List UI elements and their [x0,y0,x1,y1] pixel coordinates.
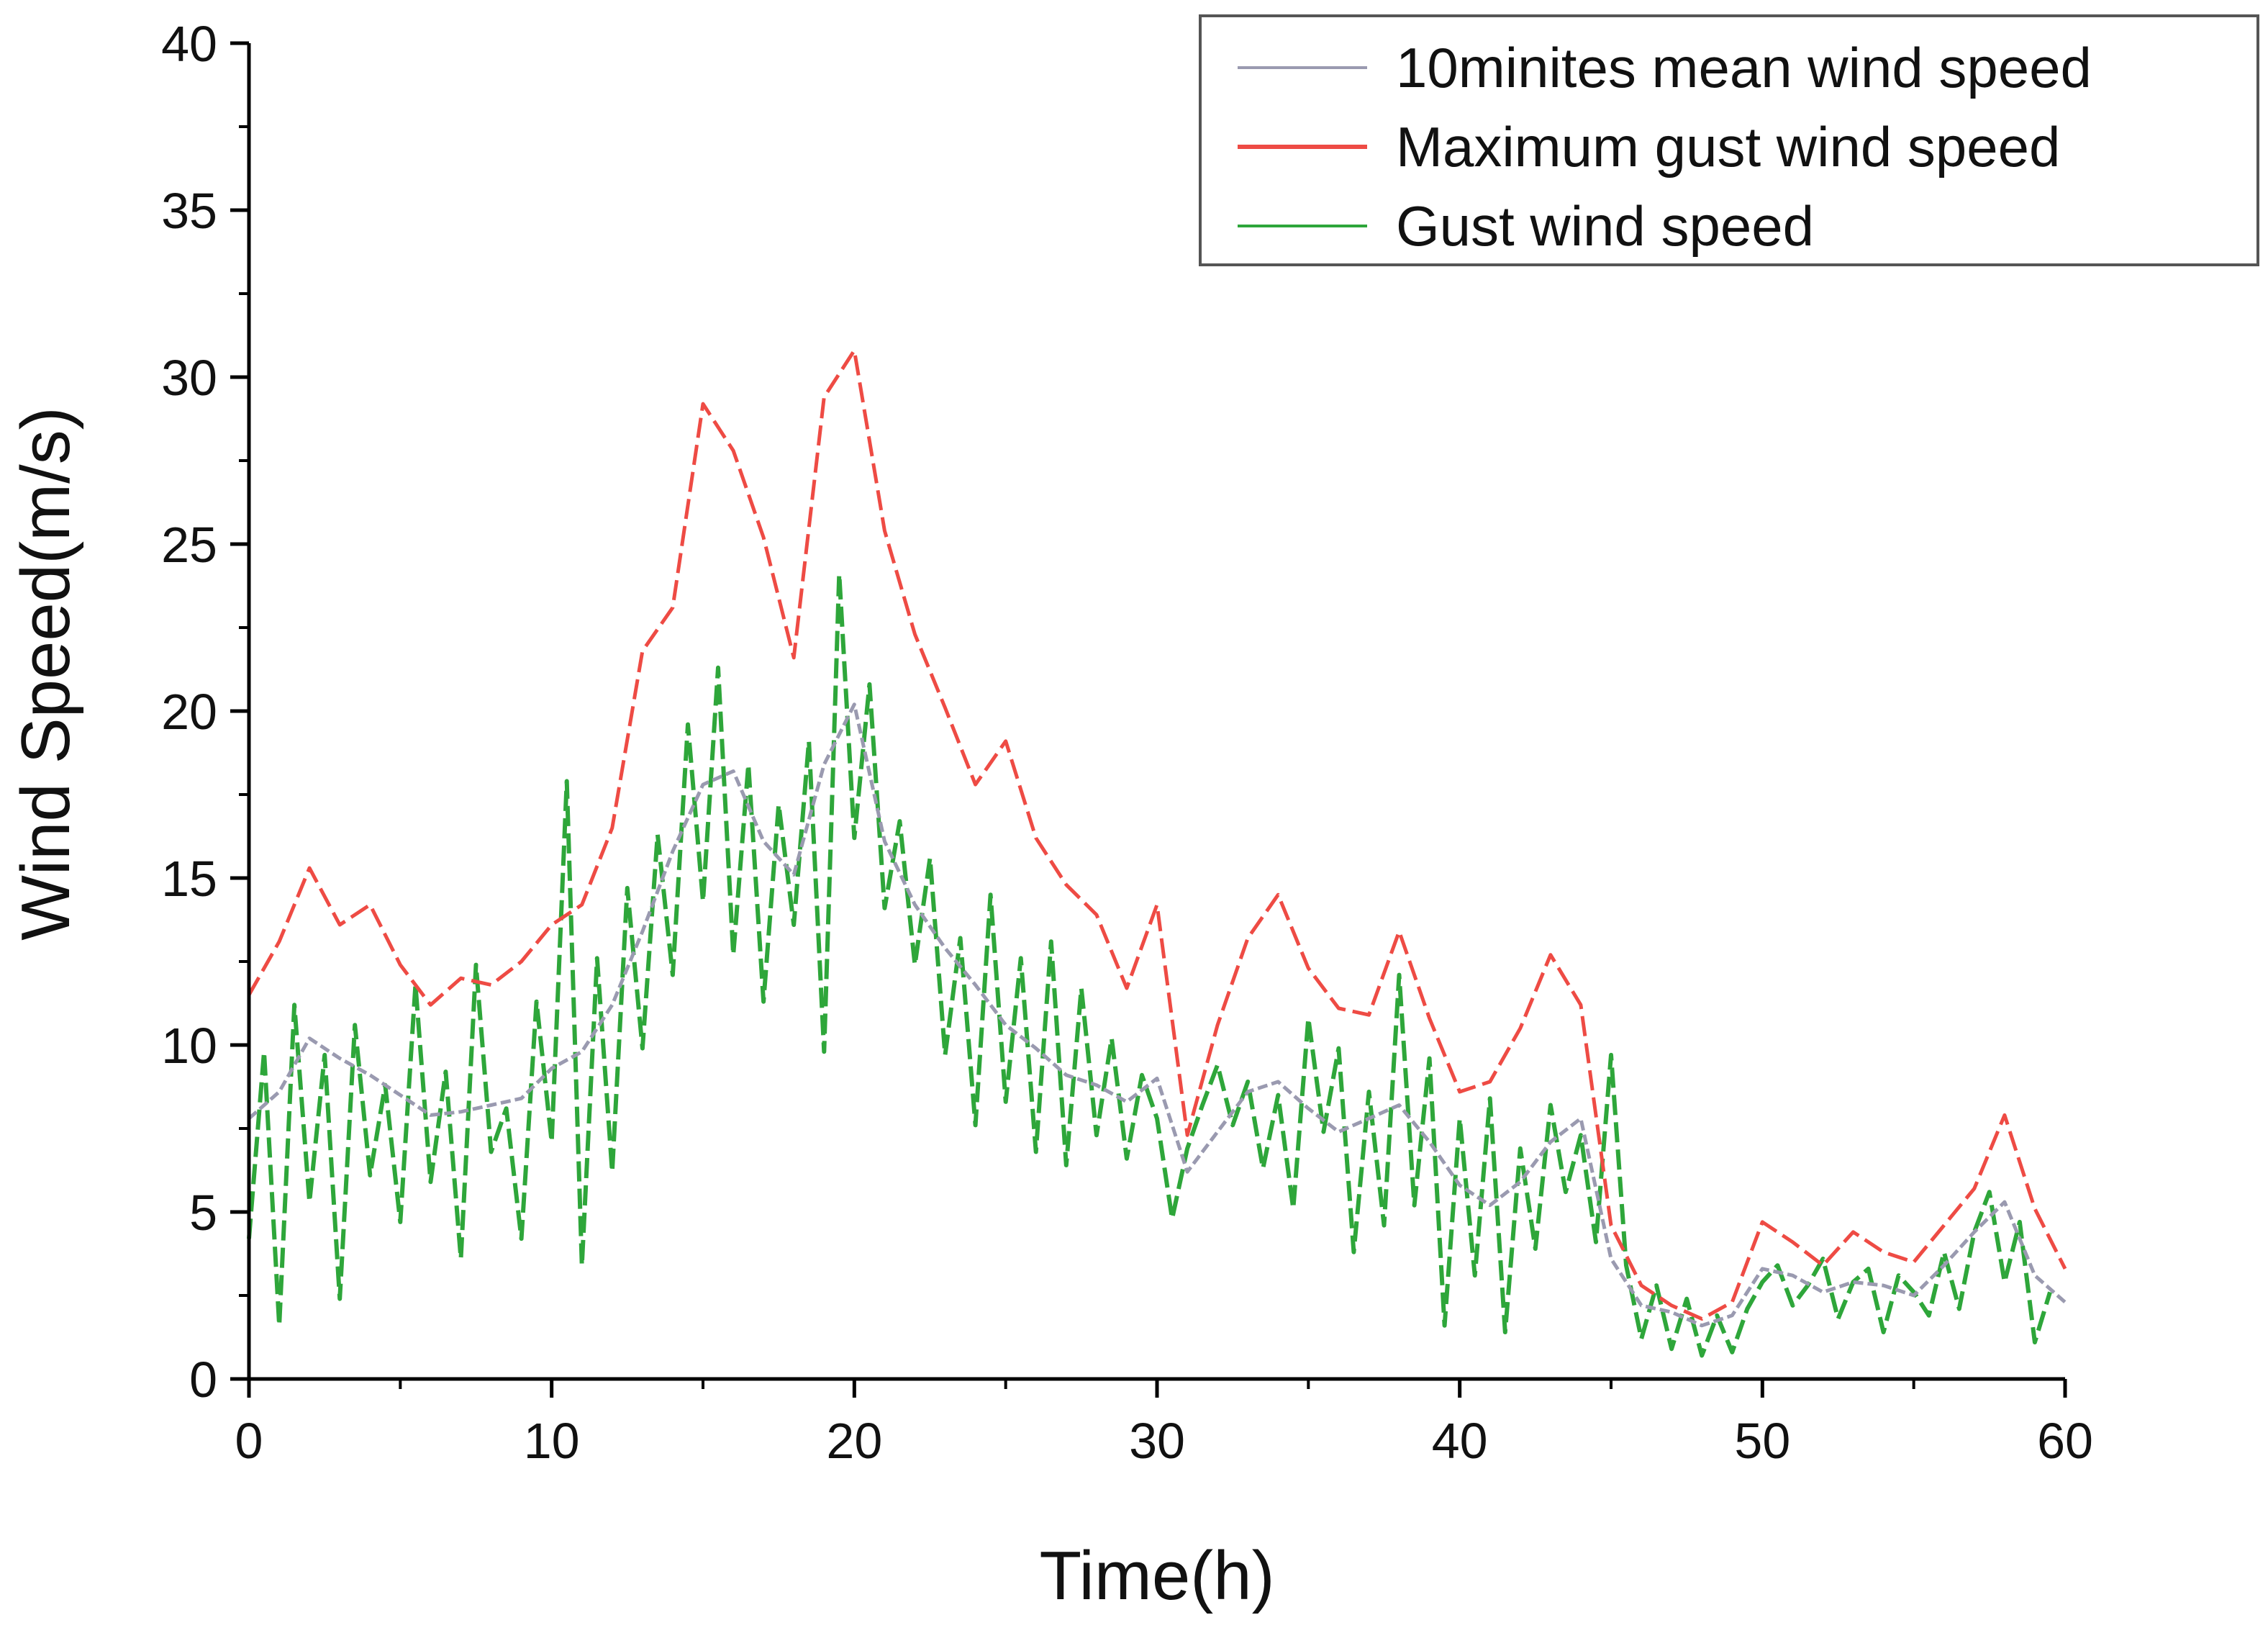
legend-label-maximum-gust-wind-speed: Maximum gust wind speed [1396,115,2060,178]
y-tick-label: 10 [161,1018,217,1074]
legend-box [1199,14,2259,266]
legend-label-10minites-mean-wind-speed: 10minites mean wind speed [1396,36,2092,99]
x-tick-label: 50 [1734,1413,1790,1469]
series-layer [247,348,2067,1358]
y-tick-label: 5 [189,1185,217,1241]
y-tick-label: 25 [161,517,217,573]
y-axis-title: Wind Speed(m/s) [7,407,84,941]
x-axis-title: Time(h) [1039,1537,1274,1614]
series-line-10minites-mean-wind-speed [248,702,2067,1328]
y-tick-label: 0 [189,1352,217,1408]
series-line-gust-wind-speed [247,571,2052,1358]
x-tick-label: 30 [1129,1413,1185,1469]
y-tick-label: 20 [161,684,217,740]
x-tick-label: 60 [2037,1413,2093,1469]
x-tick-label: 40 [1432,1413,1488,1469]
legend-label-gust-wind-speed: Gust wind speed [1396,194,1814,258]
y-tick-label: 30 [161,350,217,406]
legend: 10minites mean wind speed Maximum gust wi… [1199,14,2259,266]
y-tick-label: 35 [161,183,217,239]
y-tick-label: 40 [161,16,217,72]
x-tick-label: 10 [524,1413,580,1469]
x-tick-label: 20 [826,1413,882,1469]
series-line-maximum-gust-wind-speed [247,348,2067,1321]
y-tick-label: 15 [161,851,217,907]
ticks-layer: 0 5 10 15 20 25 30 35 40 0 10 20 30 40 50 60 [161,16,2093,1469]
x-tick-label: 0 [235,1413,263,1469]
